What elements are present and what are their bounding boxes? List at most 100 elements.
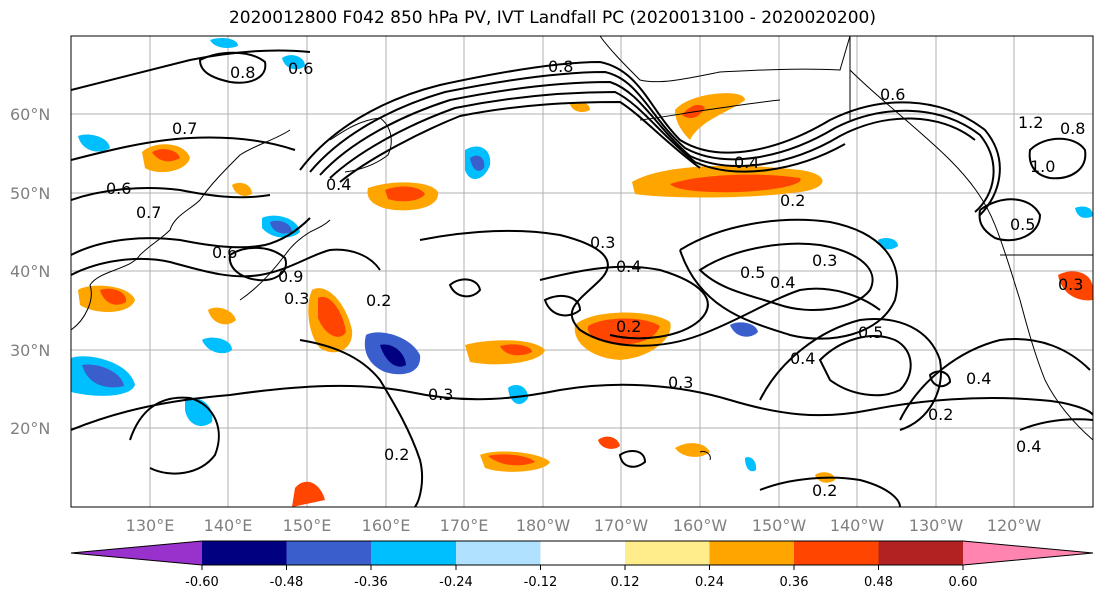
contour-label: 0.6	[212, 243, 237, 262]
colorbar-tick-label: 0.36	[780, 575, 809, 590]
colorbar-tick-label: -0.48	[270, 575, 304, 590]
contour-label: 1.0	[1030, 157, 1055, 176]
contour-label: 0.3	[812, 251, 837, 270]
contour-label: 0.6	[288, 59, 313, 78]
lon-label: 160°E	[362, 516, 411, 535]
colorbar-tick-label: -0.24	[439, 575, 473, 590]
pv-neg-blob-kuril-core	[270, 220, 292, 234]
colorbar-cell	[371, 541, 456, 565]
contour-0-4-b	[679, 218, 899, 340]
contour-label: 0.5	[740, 263, 765, 282]
pv-neg-blob-s2	[202, 337, 232, 354]
contour-sw-2	[299, 339, 424, 507]
colorbar-tick-label: -0.60	[185, 575, 219, 590]
contour-sw-1	[129, 396, 220, 475]
contour-label: 0.3	[284, 289, 309, 308]
colorbar-cell	[709, 541, 794, 565]
contour-label: 0.2	[928, 405, 953, 424]
contour-label: 0.4	[770, 273, 795, 292]
contour-label: 0.5	[1010, 215, 1035, 234]
lon-label: 140°E	[204, 516, 253, 535]
contour-label: 0.4	[326, 175, 351, 194]
coastline-aleutians	[639, 99, 781, 121]
colorbar-cell	[456, 541, 541, 565]
contour-label: 0.5	[858, 323, 883, 342]
contour-0-2-c	[759, 476, 901, 507]
contour-label: 0.3	[428, 385, 453, 404]
lon-label: 140°W	[830, 516, 885, 535]
colorbar: -0.60 -0.48 -0.36 -0.24 -0.12 0.12 0.24 …	[70, 540, 1094, 590]
contour-label: 0.4	[1016, 437, 1041, 456]
pv-blob-pacific-s	[292, 481, 325, 507]
contour-label: 0.2	[812, 481, 837, 500]
contour-jet-3	[319, 80, 976, 176]
contour-east-1	[1028, 137, 1087, 180]
colorbar-cell	[625, 541, 710, 565]
pv-blob-aleutian-core	[670, 174, 801, 193]
map-frame	[70, 35, 1094, 508]
contour-label: 0.9	[278, 267, 303, 286]
map-title: 2020012800 F042 850 hPa PV, IVT Landfall…	[228, 8, 876, 28]
colorbar-tick-label: -0.36	[354, 575, 388, 590]
contour-label: 0.8	[548, 57, 573, 76]
coastline-kamchatka	[329, 117, 392, 173]
contour-jet-5	[339, 100, 701, 183]
contour-0-4-d	[1019, 418, 1093, 431]
contour-jet-1	[299, 60, 1001, 216]
lon-label: 130°W	[909, 516, 964, 535]
contour-label: 0.3	[1058, 275, 1083, 294]
colorbar-cell	[286, 541, 371, 565]
lat-label: 60°N	[10, 105, 50, 124]
contour-west-1	[71, 248, 381, 278]
contour-label: 0.2	[384, 445, 409, 464]
contour-0-4-a	[539, 265, 709, 340]
contour-west-3	[228, 246, 287, 282]
contour-label: 0.3	[590, 233, 615, 252]
contour-0-4-c	[759, 318, 942, 431]
coastline-alaska	[599, 36, 851, 83]
pv-neg-blob-s10	[745, 457, 757, 472]
contour-label: 0.3	[668, 373, 693, 392]
pv-neg-blob-s1	[185, 397, 213, 426]
contour-0-2-b	[899, 338, 1091, 421]
pv-neg-blob-japan-core	[380, 344, 406, 367]
pv-shading-negative	[71, 38, 1093, 472]
colorbar-cell	[878, 541, 963, 565]
pv-neg-blob-s7	[282, 55, 305, 70]
contour-label: 0.4	[616, 257, 641, 276]
coastlines	[71, 36, 1093, 461]
contour-label: 0.2	[366, 291, 391, 310]
lat-label: 50°N	[10, 184, 50, 203]
pv-blob-japan-east-core	[318, 296, 346, 337]
contour-jet-4	[329, 90, 846, 179]
contour-label: 1.2	[1018, 113, 1043, 132]
lon-label: 120°W	[987, 516, 1042, 535]
pv-neg-blob-west-core	[470, 155, 485, 171]
pv-blob-small4	[598, 436, 620, 449]
contour-west-2	[71, 217, 311, 256]
pv-shading-positive	[78, 93, 1093, 507]
contour-label: 0.2	[616, 317, 641, 336]
contour-label: 0.6	[106, 179, 131, 198]
pv-neg-blob-china-core	[82, 364, 124, 388]
coastline-asia	[71, 129, 291, 331]
contour-label: 0.4	[966, 369, 991, 388]
lon-label: 170°E	[440, 516, 489, 535]
contour-label: 0.7	[136, 203, 161, 222]
contour-label: 0.2	[780, 191, 805, 210]
pv-blob-okhotsk-core	[152, 149, 180, 162]
colorbar-tick-label: 0.12	[611, 575, 640, 590]
pv-blob-small1	[208, 307, 236, 325]
contour-mid-1	[448, 278, 482, 298]
lon-label: 150°W	[752, 516, 807, 535]
pv-neg-blob-s9	[210, 38, 238, 48]
colorbar-cell	[794, 541, 879, 565]
contour-label: 0.7	[172, 119, 197, 138]
latitude-labels: 60°N 50°N 40°N 30°N 20°N	[10, 105, 50, 438]
contour-0-3-a	[419, 229, 881, 347]
contour-labels: 0.8 0.6 0.8 0.7 0.6 0.7 0.6 0.9 0.3 0.2 …	[106, 57, 1085, 500]
contour-label: 0.4	[734, 153, 759, 172]
lat-label: 30°N	[10, 341, 50, 360]
pv-blob-south-core	[488, 454, 535, 466]
